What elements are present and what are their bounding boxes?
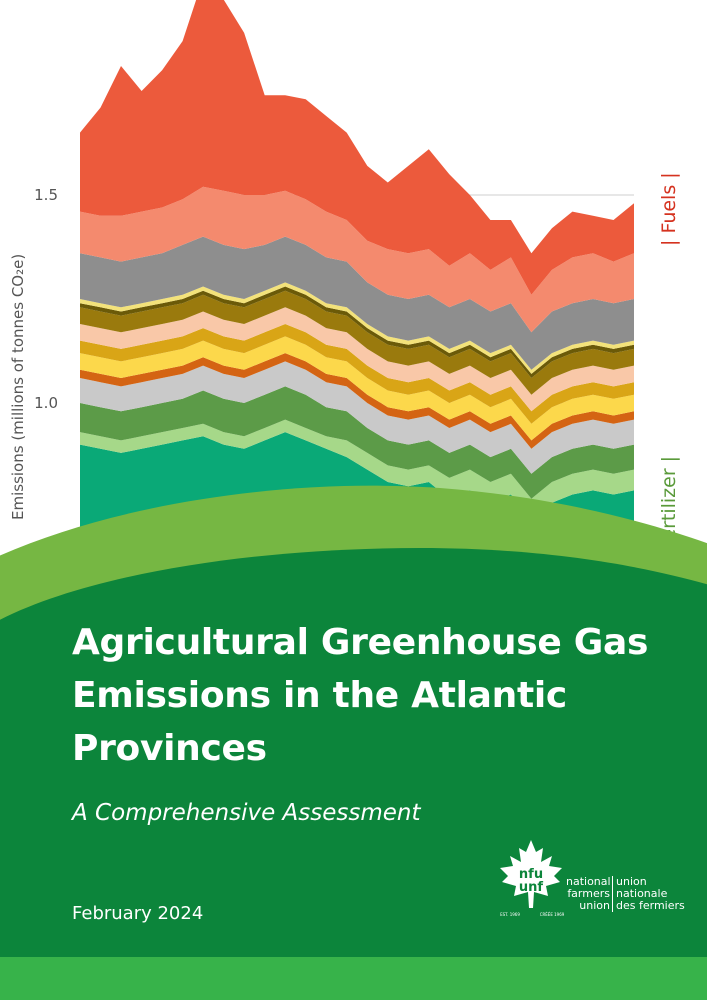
- area-series-7: [80, 307, 634, 412]
- y-tick-label: 1.0: [34, 394, 58, 412]
- nfu-unf-logo: nfu unf EST. 1969 CRÉÉE 1969 national fa…: [496, 838, 686, 918]
- logo-french-name: union nationale des fermiers: [616, 876, 686, 912]
- publication-date: February 2024: [72, 903, 204, 924]
- logo-monogram-bottom: unf: [519, 880, 544, 895]
- chart-y-ticks: 1.0 1.5: [34, 186, 58, 412]
- logo-fr-line: nationale: [616, 887, 668, 900]
- fuels-annotation: | Fuels |: [658, 172, 680, 246]
- area-series-4: [80, 353, 634, 449]
- report-title: Agricultural Greenhouse Gas Emissions in…: [72, 622, 649, 769]
- report-subtitle: A Comprehensive Assessment: [72, 800, 421, 826]
- logo-divider: [612, 876, 613, 912]
- area-series-13: [80, 0, 634, 295]
- logo-est-right: CRÉÉE 1969: [540, 912, 565, 917]
- area-series-3: [80, 361, 634, 474]
- y-tick-label: 1.5: [34, 186, 58, 204]
- area-series-6: [80, 324, 634, 424]
- logo-est-left: EST. 1969: [500, 912, 520, 917]
- maple-leaf-icon: nfu unf EST. 1969 CRÉÉE 1969: [500, 840, 565, 917]
- area-series-12: [80, 186, 634, 333]
- area-series-2: [80, 386, 634, 499]
- logo-fr-line: union: [616, 875, 647, 888]
- area-series-8: [80, 290, 634, 395]
- logo-fr-line: des fermiers: [616, 899, 685, 912]
- logo-english-name: national farmers union: [566, 875, 611, 912]
- logo-en-line: farmers: [567, 887, 610, 900]
- logo-en-line: national: [566, 875, 611, 888]
- logo-en-line: union: [579, 899, 610, 912]
- area-series-5: [80, 336, 634, 441]
- bottom-bar: [0, 957, 707, 1000]
- y-axis-label: Emissions (millions of tonnes CO₂e): [9, 254, 27, 520]
- logo-monogram-top: nfu: [519, 867, 543, 882]
- area-series-11: [80, 236, 634, 370]
